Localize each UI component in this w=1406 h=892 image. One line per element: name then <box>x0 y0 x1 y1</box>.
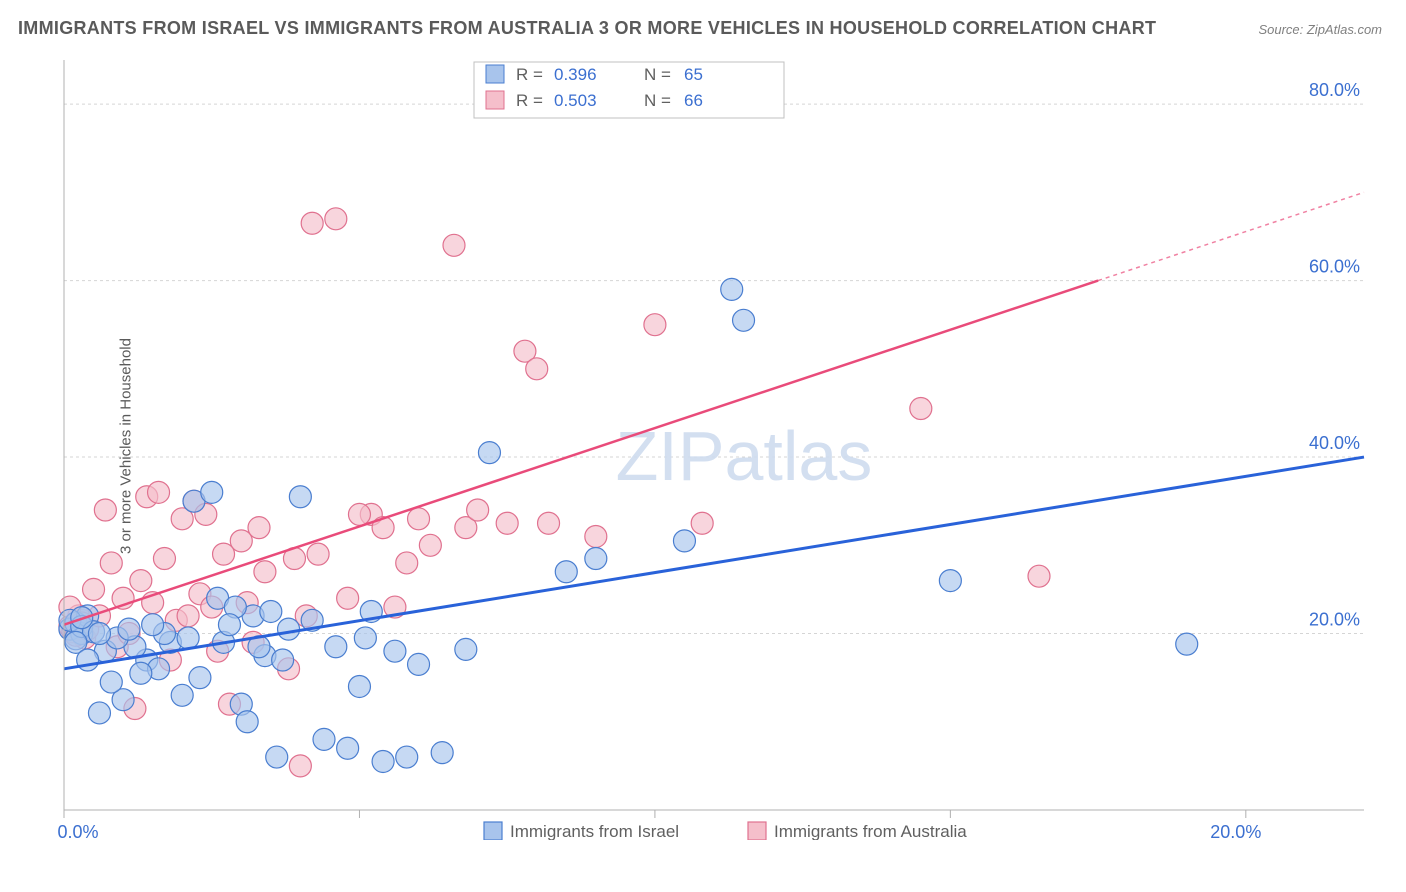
data-point-outline <box>691 512 713 534</box>
data-point-outline <box>939 570 961 592</box>
data-point-outline <box>94 499 116 521</box>
data-point-outline <box>218 614 240 636</box>
data-point-outline <box>354 627 376 649</box>
data-point-outline <box>337 737 359 759</box>
source-credit: Source: ZipAtlas.com <box>1258 22 1382 37</box>
data-point-outline <box>201 481 223 503</box>
data-point-outline <box>585 525 607 547</box>
data-point-outline <box>88 702 110 724</box>
legend-swatch <box>486 91 504 109</box>
corr-r-label: R = <box>516 65 543 84</box>
data-point-outline <box>348 503 370 525</box>
data-point-outline <box>721 278 743 300</box>
data-point-outline <box>130 570 152 592</box>
corr-r-label: R = <box>516 91 543 110</box>
corr-n-value: 66 <box>684 91 703 110</box>
data-point-outline <box>248 517 270 539</box>
data-point-outline <box>478 442 500 464</box>
data-point-outline <box>100 552 122 574</box>
data-point-outline <box>148 481 170 503</box>
corr-n-label: N = <box>644 65 671 84</box>
data-point-outline <box>1028 565 1050 587</box>
data-point-outline <box>153 548 175 570</box>
plot-area: 20.0%40.0%60.0%80.0%ZIPatlas0.0%20.0%R =… <box>54 50 1384 840</box>
data-point-outline <box>171 684 193 706</box>
corr-n-label: N = <box>644 91 671 110</box>
data-point-outline <box>189 667 211 689</box>
data-point-outline <box>431 742 453 764</box>
data-point-outline <box>177 605 199 627</box>
data-point-outline <box>88 623 110 645</box>
data-point-outline <box>325 208 347 230</box>
data-point-outline <box>118 618 140 640</box>
data-point-outline <box>177 627 199 649</box>
data-point-outline <box>443 234 465 256</box>
data-point-outline <box>213 543 235 565</box>
data-point-outline <box>538 512 560 534</box>
y-tick-label: 20.0% <box>1309 610 1360 630</box>
data-point-outline <box>266 746 288 768</box>
data-point-outline <box>260 600 282 622</box>
data-point-outline <box>100 671 122 693</box>
data-point-outline <box>236 711 258 733</box>
data-point-outline <box>289 755 311 777</box>
data-point-outline <box>254 561 276 583</box>
corr-r-value: 0.396 <box>554 65 597 84</box>
y-tick-label: 40.0% <box>1309 433 1360 453</box>
x-tick-label: 0.0% <box>57 822 98 840</box>
data-point-outline <box>467 499 489 521</box>
data-point-outline <box>278 618 300 640</box>
legend-swatch <box>748 822 766 840</box>
data-point-outline <box>526 358 548 380</box>
data-point-outline <box>419 534 441 556</box>
data-point-outline <box>348 675 370 697</box>
chart-title: IMMIGRANTS FROM ISRAEL VS IMMIGRANTS FRO… <box>18 18 1156 39</box>
data-point-outline <box>142 614 164 636</box>
data-point-outline <box>272 649 294 671</box>
scatter-chart: 20.0%40.0%60.0%80.0%ZIPatlas0.0%20.0%R =… <box>54 50 1384 840</box>
corr-r-value: 0.503 <box>554 91 597 110</box>
data-point-outline <box>910 398 932 420</box>
legend-label: Immigrants from Israel <box>510 822 679 840</box>
data-point-outline <box>585 548 607 570</box>
data-point-outline <box>301 212 323 234</box>
data-point-outline <box>496 512 518 534</box>
data-point-outline <box>325 636 347 658</box>
data-point-outline <box>673 530 695 552</box>
data-point-outline <box>372 750 394 772</box>
legend-swatch <box>484 822 502 840</box>
data-point-outline <box>396 552 418 574</box>
data-point-outline <box>408 508 430 530</box>
data-point-outline <box>555 561 577 583</box>
corr-n-value: 65 <box>684 65 703 84</box>
y-tick-label: 80.0% <box>1309 80 1360 100</box>
data-point-outline <box>455 638 477 660</box>
data-point-outline <box>396 746 418 768</box>
data-point-outline <box>384 640 406 662</box>
data-point-outline <box>644 314 666 336</box>
data-point-outline <box>733 309 755 331</box>
data-point-outline <box>289 486 311 508</box>
data-point-outline <box>1176 633 1198 655</box>
data-point-outline <box>307 543 329 565</box>
x-tick-label: 20.0% <box>1210 822 1261 840</box>
data-point-outline <box>337 587 359 609</box>
data-point-outline <box>130 662 152 684</box>
data-point-outline <box>408 653 430 675</box>
data-point-outline <box>313 728 335 750</box>
y-tick-label: 60.0% <box>1309 257 1360 277</box>
legend-label: Immigrants from Australia <box>774 822 967 840</box>
legend-swatch <box>486 65 504 83</box>
data-point-outline <box>83 578 105 600</box>
